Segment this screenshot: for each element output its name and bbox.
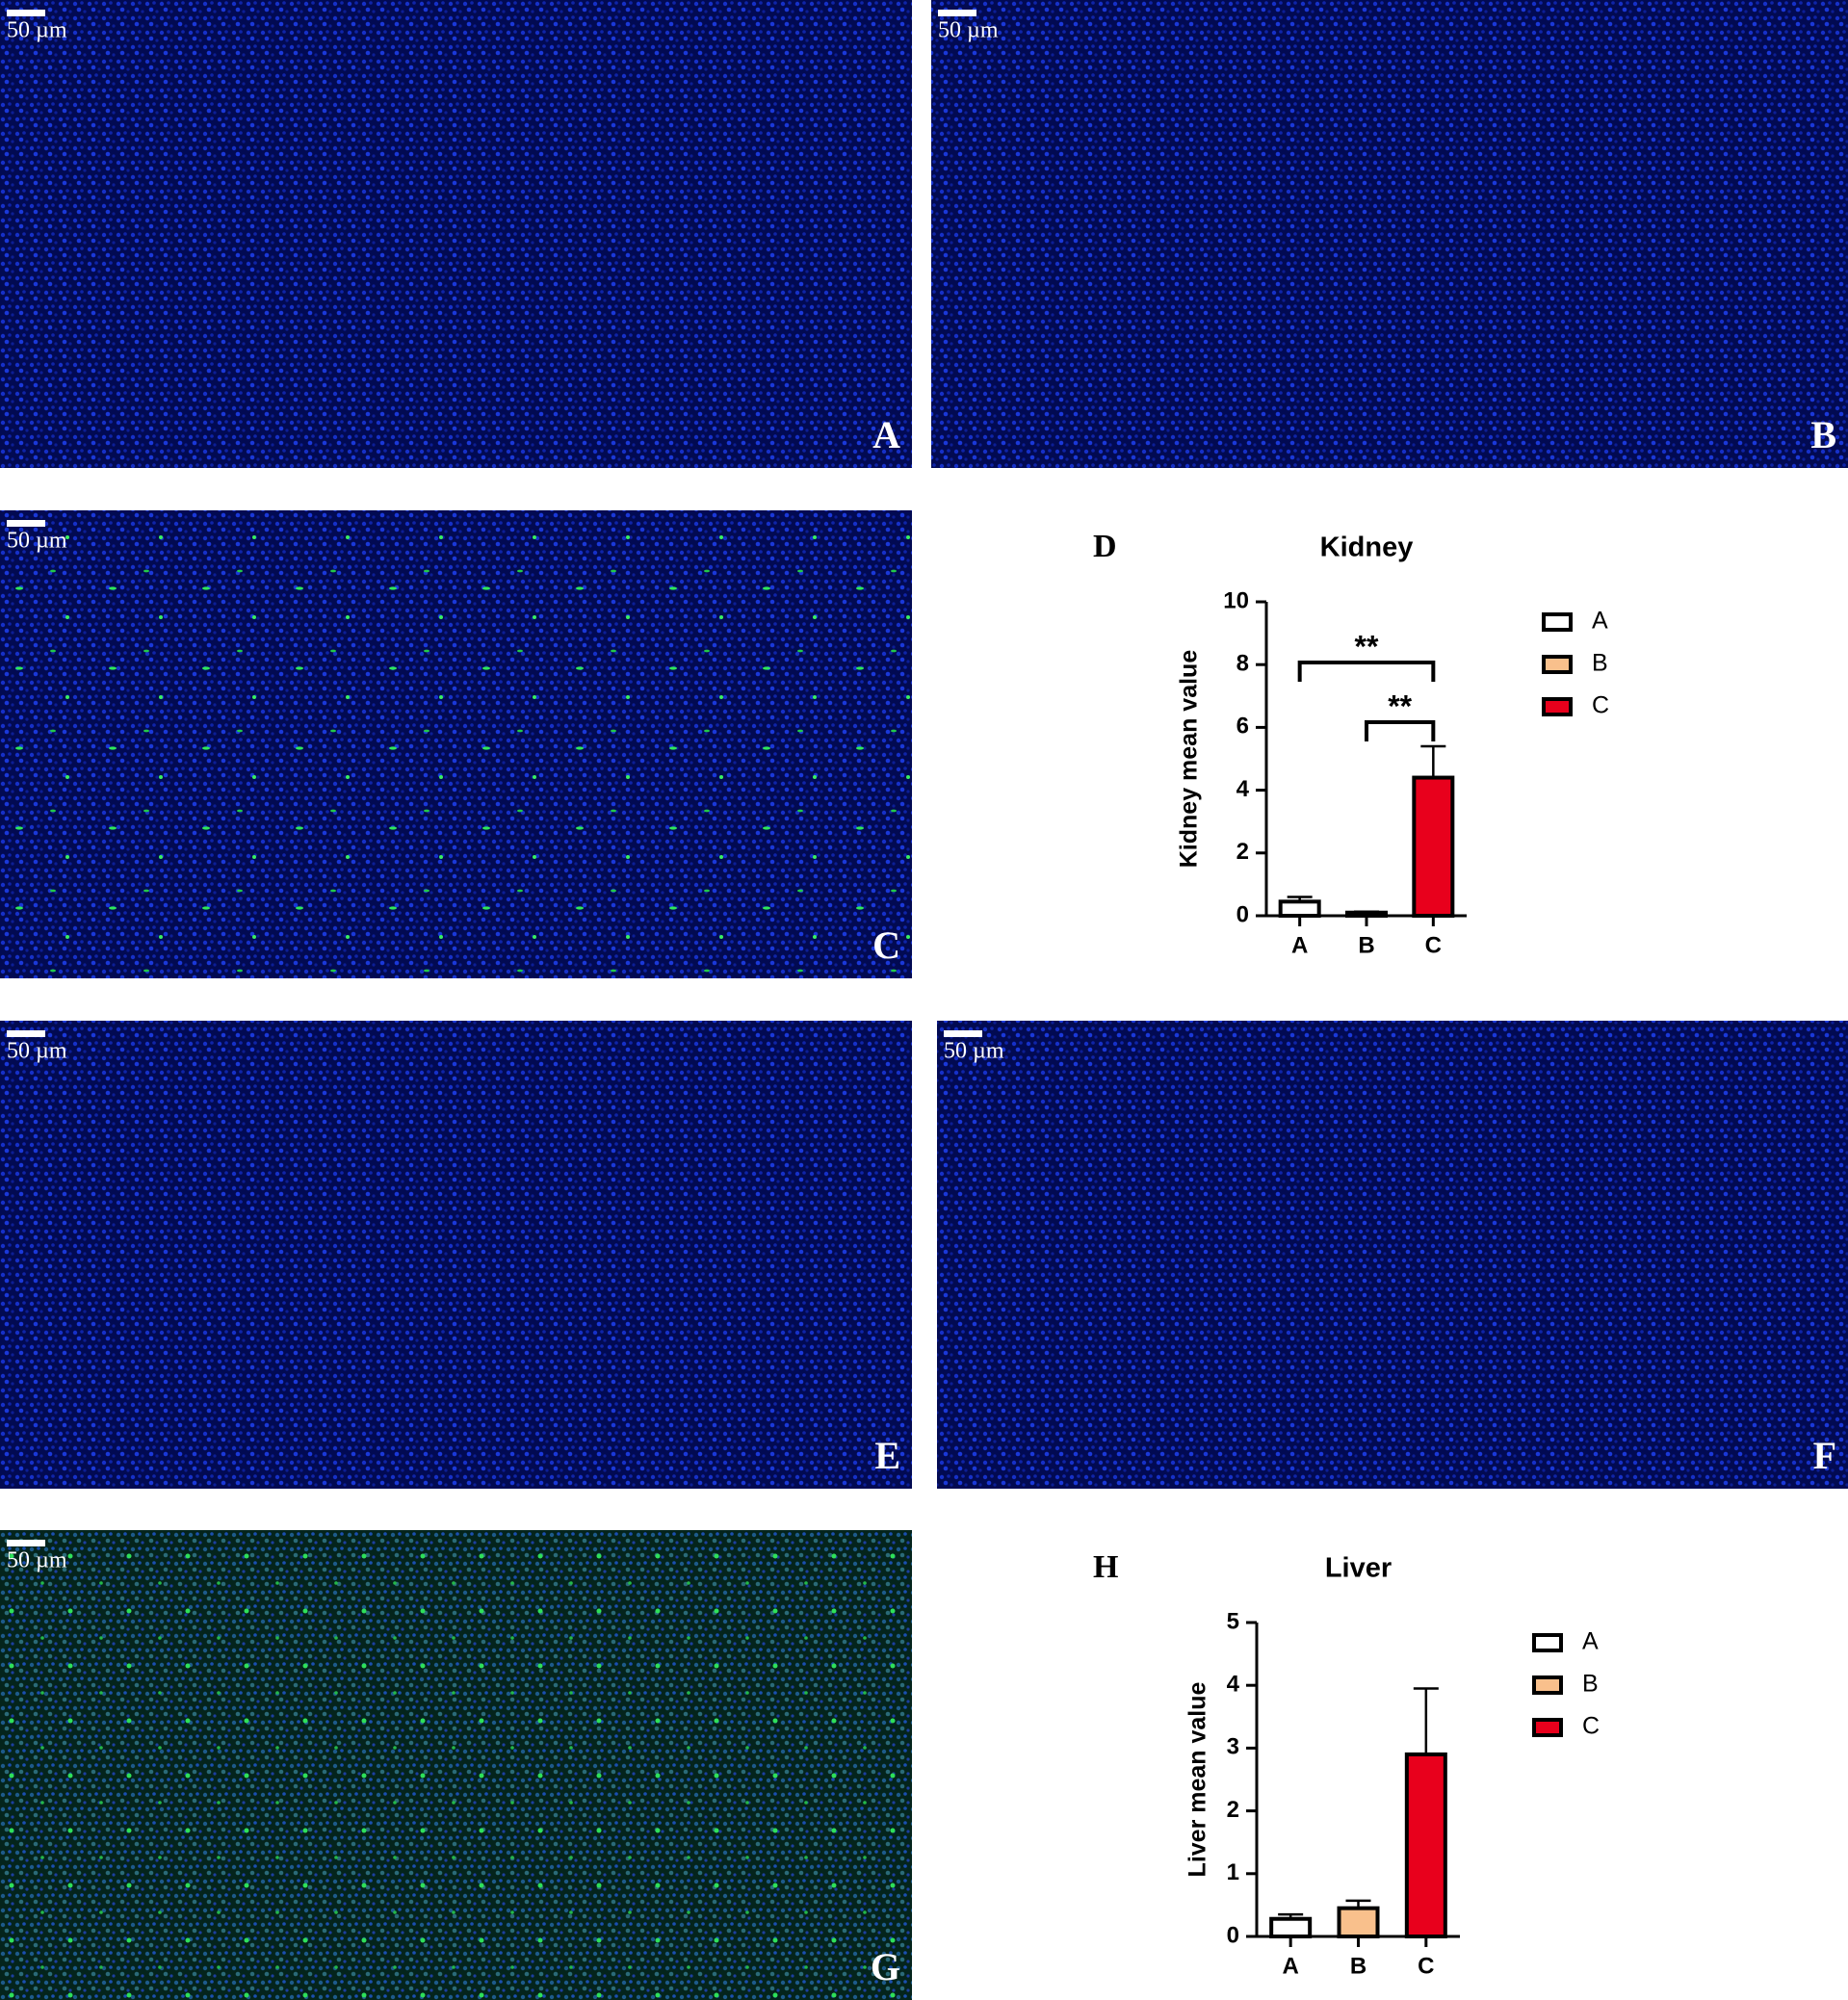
legend-swatch (1542, 612, 1573, 632)
micrograph-panel: 50 µm E (0, 1021, 912, 1489)
panel-letter: D (1093, 529, 1117, 564)
y-tick-label: 2 (1227, 1797, 1239, 1823)
scale-bar (938, 10, 976, 16)
fluorescence-overlay (0, 1530, 912, 2000)
y-tick-label: 8 (1236, 651, 1249, 677)
micrograph-panel: 50 µm C (0, 510, 912, 978)
scale-bar (944, 1030, 982, 1037)
significance-bracket (1365, 719, 1436, 741)
x-tick-label: B (1358, 932, 1374, 958)
legend-label: B (1592, 650, 1608, 677)
panel-letter: B (1810, 413, 1836, 456)
scale-label: 50 µm (7, 1039, 67, 1064)
legend-label: C (1582, 1713, 1600, 1740)
scale-label: 50 µm (7, 1548, 67, 1573)
significance-label: ** (1388, 688, 1412, 723)
panel-letter: H (1093, 1549, 1118, 1585)
legend-swatch (1542, 697, 1573, 716)
significance-label: ** (1355, 629, 1379, 663)
micrograph-panel: 50 µm A (0, 0, 912, 468)
y-axis-label: Liver mean value (1184, 1681, 1211, 1877)
scale-label: 50 µm (938, 18, 999, 43)
y-tick-label: 5 (1227, 1608, 1239, 1634)
x-tick-label: B (1350, 1953, 1366, 1979)
y-tick-label: 2 (1236, 839, 1249, 865)
y-tick-label: 6 (1236, 714, 1249, 740)
x-tick-label: A (1282, 1953, 1298, 1979)
scale-bar (7, 1540, 45, 1546)
bar (1412, 775, 1455, 918)
panel-letter: E (874, 1434, 900, 1477)
scale-label: 50 µm (7, 529, 67, 554)
legend-swatch (1532, 1633, 1563, 1652)
x-tick-label: C (1418, 1953, 1434, 1979)
legend-swatch (1542, 655, 1573, 674)
legend-label: C (1592, 692, 1609, 719)
micrograph-panel: 50 µm G (0, 1530, 912, 2000)
bar (1269, 1916, 1313, 1939)
bar (1278, 899, 1321, 919)
chart-title: Kidney (1320, 532, 1414, 563)
panel-letter: F (1813, 1434, 1836, 1477)
legend-swatch (1532, 1718, 1563, 1737)
bar (1337, 1906, 1380, 1939)
micrograph-panel: 50 µm F (937, 1021, 1848, 1489)
micrograph (0, 1021, 912, 1489)
bar (1404, 1752, 1447, 1939)
scale-bar (7, 520, 45, 527)
y-tick-label: 0 (1236, 901, 1249, 927)
chart-title: Liver (1325, 1553, 1392, 1584)
micrograph (937, 1021, 1848, 1489)
x-tick-label: A (1291, 932, 1308, 958)
micrograph (931, 0, 1848, 468)
x-tick-label: C (1425, 932, 1442, 958)
scale-bar (7, 10, 45, 16)
micrograph-panel: 50 µm B (931, 0, 1848, 468)
panel-letter: A (872, 413, 900, 456)
micrograph (0, 0, 912, 468)
bar (1345, 910, 1388, 918)
significance-bracket (1297, 660, 1436, 682)
scale-label: 50 µm (944, 1039, 1004, 1064)
fluorescence-overlay (0, 510, 912, 978)
y-tick-label: 4 (1227, 1672, 1240, 1698)
panel-letter: C (872, 923, 900, 967)
y-tick-label: 10 (1223, 587, 1249, 613)
y-tick-label: 3 (1227, 1734, 1239, 1760)
scale-bar (7, 1030, 45, 1037)
y-tick-label: 4 (1236, 776, 1250, 802)
scale-label: 50 µm (7, 18, 67, 43)
legend-label: B (1582, 1671, 1599, 1698)
y-tick-label: 0 (1227, 1922, 1239, 1948)
panel-letter: G (871, 1945, 900, 1988)
legend-swatch (1532, 1675, 1563, 1695)
y-tick-label: 1 (1227, 1859, 1239, 1885)
legend-label: A (1592, 608, 1608, 635)
legend-label: A (1582, 1628, 1599, 1655)
y-axis-label: Kidney mean value (1176, 650, 1203, 869)
